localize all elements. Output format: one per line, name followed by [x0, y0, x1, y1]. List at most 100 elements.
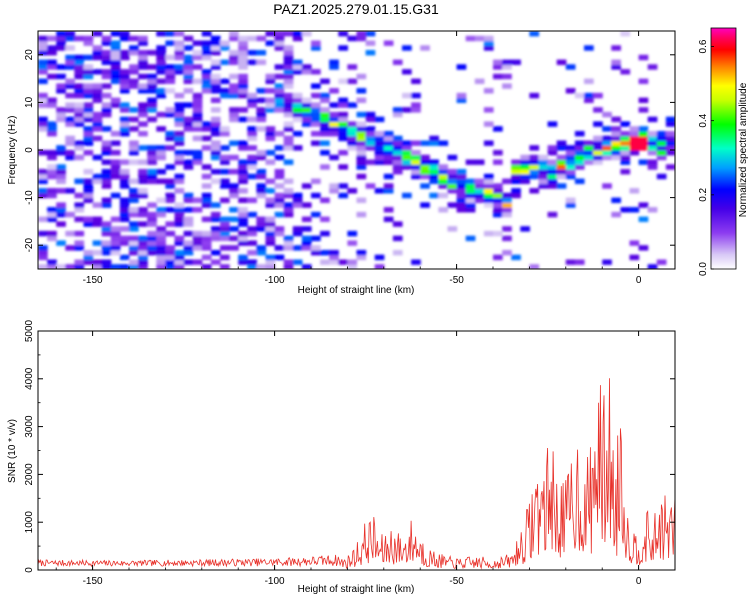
spectrogram-cell [602, 111, 612, 118]
spectrogram-cell [229, 188, 239, 194]
spectrogram-cell [392, 111, 403, 118]
spectrogram-cell [92, 121, 103, 127]
spectrogram-cell [311, 245, 321, 251]
colorbar-tick-label: 0.0 [698, 262, 709, 276]
spectrogram-cell [65, 116, 75, 123]
spectrogram-cell [301, 111, 312, 118]
spectrogram-cell [656, 140, 667, 146]
spectrogram-cell [520, 173, 530, 180]
spectrogram-cell [119, 207, 130, 213]
spectrogram-cell [538, 173, 549, 180]
spectrogram-cell [356, 35, 367, 42]
spectrogram-cell [156, 154, 166, 161]
spectrogram-cell [129, 192, 139, 199]
spectrogram-cell [210, 97, 221, 103]
spectrogram-cell [356, 97, 367, 103]
spectrogram-cell [210, 121, 221, 127]
spectrogram-cell [101, 150, 112, 156]
spectrogram-cell [83, 54, 94, 61]
spectrogram-cell [119, 126, 130, 132]
spectrogram-cell [329, 116, 339, 123]
spectrogram-cell [247, 35, 257, 42]
spectrogram-cell [265, 226, 276, 232]
spectrogram-cell [156, 169, 166, 175]
spectrogram-cell [247, 50, 257, 56]
colorbar-tick-label: 0.2 [698, 187, 709, 201]
spectrogram-cell [465, 178, 476, 184]
spectrogram-cell [283, 111, 294, 118]
spectrogram-cell [129, 107, 139, 113]
spectrogram-cell [147, 64, 157, 70]
spectrogram-cell [283, 145, 294, 151]
spectrogram-cell [201, 173, 212, 180]
spectrogram-cell [138, 245, 148, 251]
spectrogram-cell [265, 97, 276, 103]
spectrogram-cell [647, 159, 658, 165]
spectrogram-cell [156, 259, 166, 265]
spectrogram-y-axis: -20 -10 0 10 20 [24, 49, 675, 252]
spectrogram-cell [229, 88, 239, 94]
spectrogram-cell [38, 69, 48, 75]
spectrogram-cell [65, 121, 75, 127]
spectrogram-cell [593, 140, 603, 146]
spectrogram-cell [56, 107, 66, 113]
spectrogram-cell [329, 102, 339, 108]
spectrogram-cell [174, 202, 185, 208]
spectrogram-cell [74, 111, 85, 118]
spectrogram-cell [183, 216, 194, 222]
spectrogram-cell [220, 131, 230, 137]
spectrogram-cell [292, 145, 303, 151]
spectrogram-cell [356, 121, 367, 127]
spectrogram-cell [429, 173, 439, 180]
spectrogram-cell [483, 107, 494, 113]
spectrogram-cell [538, 169, 549, 175]
spectrogram-cell [356, 254, 367, 261]
spectrogram-cell [301, 116, 312, 123]
spectrogram-cell [392, 164, 403, 170]
spectrogram-cell [56, 73, 66, 80]
spectrogram-cell [129, 250, 139, 256]
spectrogram-cell [92, 240, 103, 246]
spectrogram-cell [174, 159, 185, 165]
spectrogram-cell [574, 92, 585, 99]
spectrogram-cell [165, 264, 176, 269]
spectrogram-cell [502, 207, 512, 213]
spectrogram-cell [247, 264, 257, 269]
spectrogram-cell [392, 235, 403, 242]
spectrogram-cell [192, 92, 203, 99]
spectrogram-cell [311, 211, 321, 218]
spectrogram-cell [201, 216, 212, 222]
spectrogram-cell [493, 150, 503, 156]
spectrogram-cell [183, 245, 194, 251]
spectrogram-cell [138, 211, 148, 218]
spectrogram-cell [347, 140, 358, 146]
spectrogram-cell [183, 230, 194, 237]
spectrogram-cell [420, 154, 430, 161]
spectrogram-cell [347, 264, 358, 269]
snr-x-axis: -150 -100 -50 0 [55, 331, 676, 587]
spectrogram-cell [556, 59, 567, 65]
spectrogram-cell [656, 154, 667, 161]
spectrogram-cell [602, 259, 612, 265]
spectrogram-cell [101, 202, 112, 208]
spectrogram-cell [274, 107, 285, 113]
spectrogram-cell [529, 188, 540, 194]
spectrogram-cell [47, 121, 57, 127]
spectrogram-cell [602, 150, 612, 156]
spectrogram-cell [147, 230, 157, 237]
spectrogram-cell [201, 40, 212, 46]
spectrogram-cell [620, 145, 631, 151]
spectrogram-cell [374, 159, 385, 165]
spectrogram-cell [429, 140, 439, 146]
spectrogram-cell [156, 211, 166, 218]
spectrogram-cell [638, 54, 649, 61]
spectrogram-cell [256, 154, 267, 161]
spectrogram-cell [365, 135, 376, 142]
spectrogram-cell [311, 69, 321, 75]
spectrogram-cell [556, 154, 567, 161]
spectrogram-cell [292, 111, 303, 118]
spectrogram-cell [301, 240, 312, 246]
spectrogram-cell [456, 192, 467, 199]
spectrogram-cell [56, 111, 66, 118]
